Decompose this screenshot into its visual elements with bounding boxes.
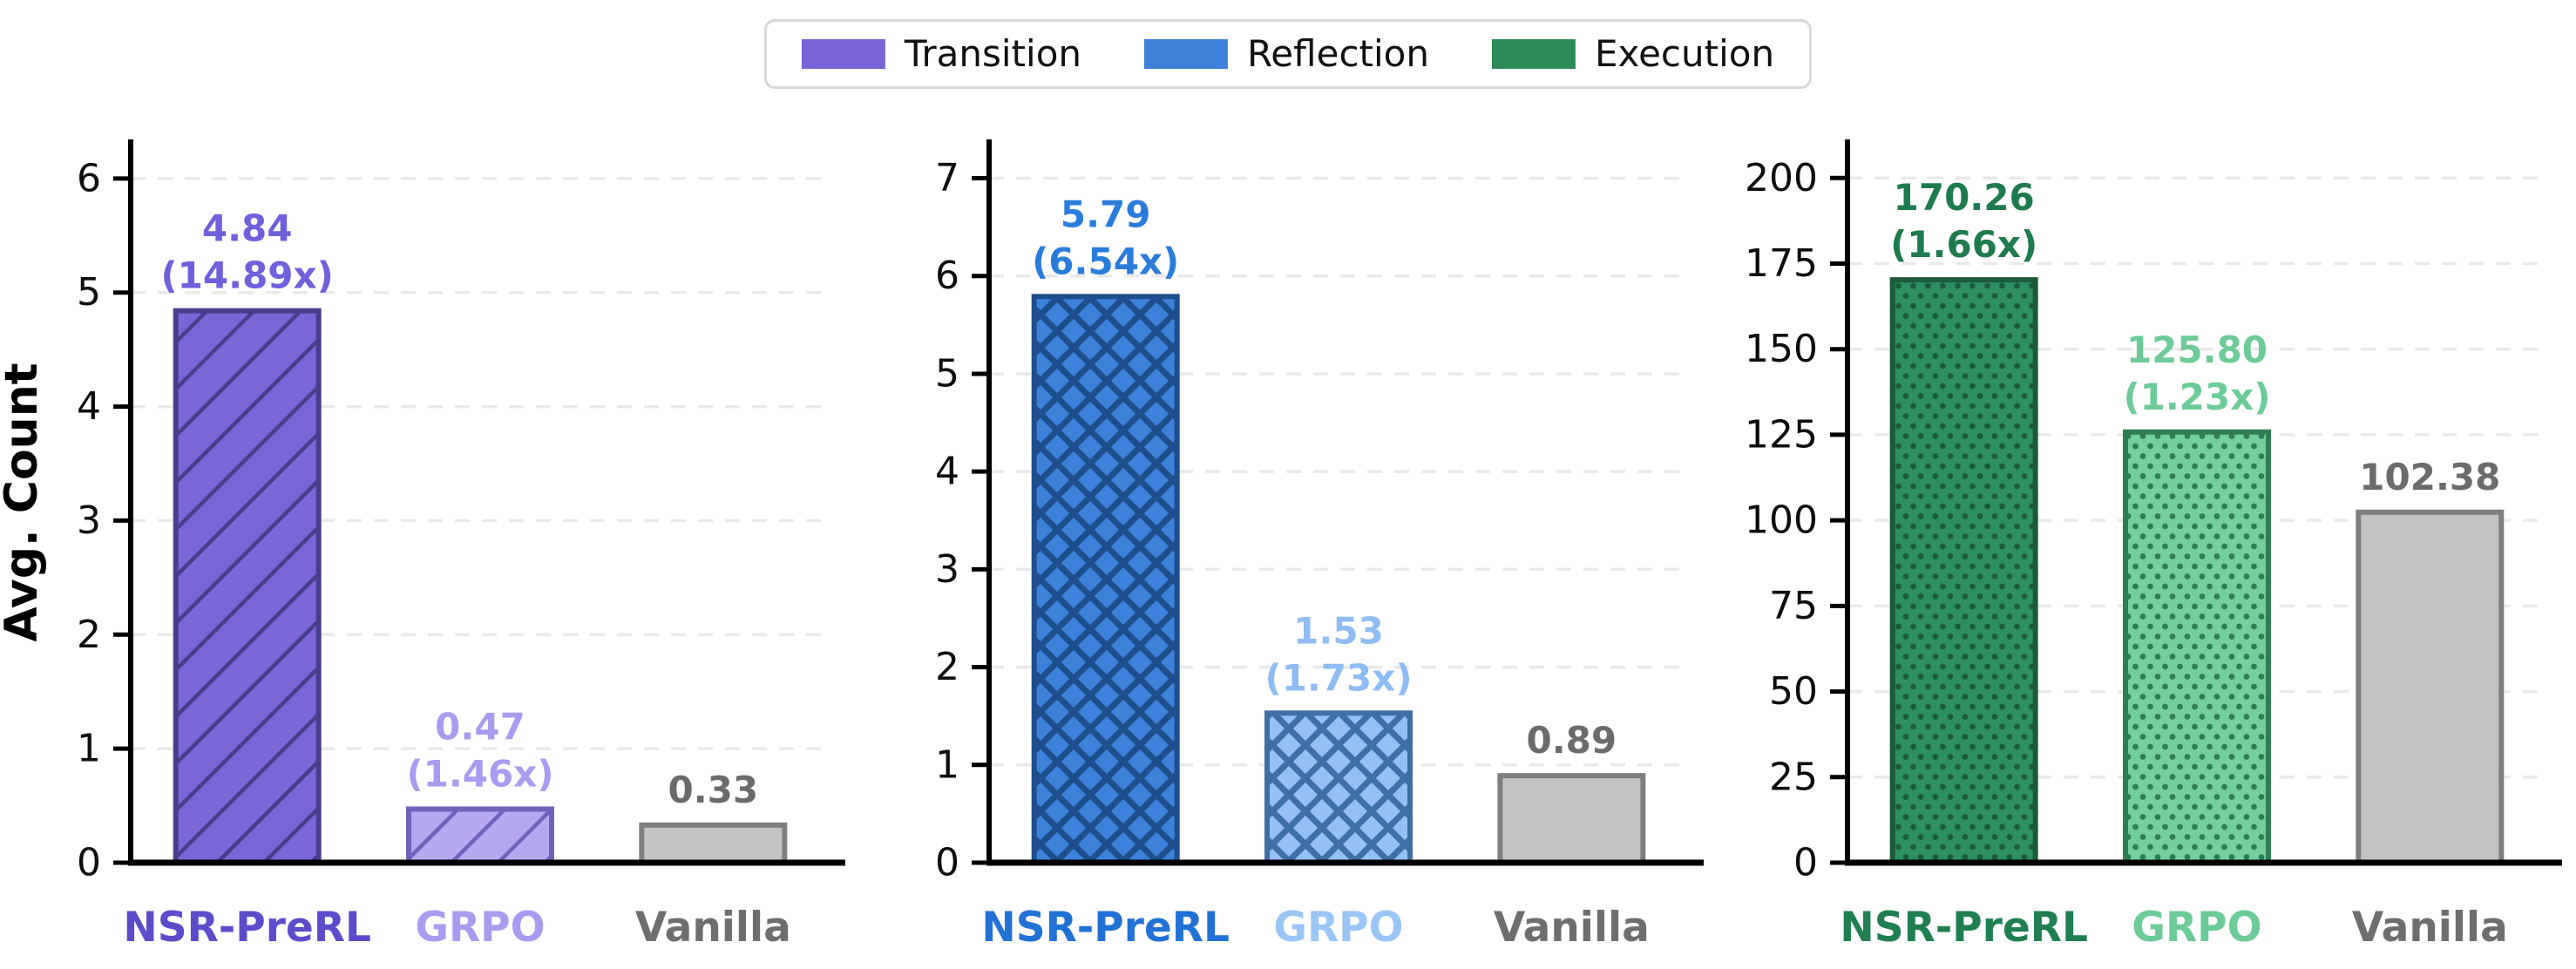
legend-label-transition: Transition [904,32,1082,75]
x-category-label: GRPO [1273,904,1403,952]
bar [1267,713,1410,863]
y-tick-label: 0 [77,841,101,885]
bar-group-nsr-prerl: 4.84(14.89x) NSR-PreRL [123,207,371,952]
bar-group-vanilla: 0.89 Vanilla [1494,719,1650,952]
y-axis: 0 25 50 75 100 125 150 175 200 [1745,156,1847,885]
y-tick-label: 7 [935,156,959,200]
execution-swatch-icon [1491,39,1576,69]
y-tick-label: 5 [77,270,101,315]
value-label: 102.38 [2359,456,2500,498]
y-tick-label: 6 [935,254,959,298]
multiplier-label: (1.73x) [1264,656,1412,699]
legend-item-execution: Execution [1491,32,1775,75]
bar [1500,776,1644,863]
x-category-label: Vanilla [1494,904,1650,952]
x-category-label: Vanilla [635,904,791,952]
multiplier-label: (1.66x) [1890,223,2037,266]
legend-item-transition: Transition [801,32,1082,75]
x-category-label: NSR-PreRL [1840,904,2088,952]
transition-swatch-icon [801,39,885,69]
bar [409,809,552,863]
bar-group-grpo: 1.53(1.73x) GRPO [1264,609,1413,952]
y-tick-label: 150 [1745,327,1818,371]
y-axis: 0 1 2 3 4 5 6 [77,156,131,885]
y-tick-label: 0 [1793,841,1818,885]
x-category-label: NSR-PreRL [981,904,1230,952]
multiplier-label: (1.23x) [2123,376,2270,418]
legend: Transition Reflection Execution [763,19,1813,89]
y-tick-label: 1 [77,727,101,771]
bar-group-nsr-prerl: 170.26(1.66x) NSR-PreRL [1840,176,2088,952]
multiplier-label: (14.89x) [160,254,333,297]
value-label: 5.79 [1061,193,1151,235]
bar [1034,296,1177,863]
y-tick-label: 100 [1745,498,1818,543]
value-label: 4.84 [202,207,293,250]
value-label: 0.89 [1527,719,1617,762]
y-tick-label: 6 [77,156,101,200]
panel-reflection: 0 1 2 3 4 5 6 7 5.79 (6.54x) NSR-PreRL 1.53(1.73x) G… [935,139,1704,952]
bar-group-vanilla: 102.38 Vanilla [2352,456,2508,952]
value-label: 125.80 [2126,329,2268,371]
y-tick-label: 1 [935,742,959,787]
bar-group-vanilla: 0.33 Vanilla [635,769,791,952]
y-tick-label: 0 [935,841,959,885]
legend-label-execution: Execution [1594,32,1775,75]
panel-execution: 0 25 50 75 100 125 150 175 200 170.26(1.66x) NSR-P… [1745,139,2562,952]
bar-group-grpo: 125.80 (1.23x) GRPO [2123,329,2271,952]
y-tick-label: 200 [1745,156,1818,200]
y-tick-label: 4 [77,384,101,429]
y-axis: 0 1 2 3 4 5 6 7 [935,156,989,885]
y-tick-label: 75 [1769,584,1818,628]
y-tick-label: 50 [1769,669,1818,714]
y-tick-label: 2 [77,613,101,657]
y-tick-label: 3 [77,498,101,543]
x-category-label: GRPO [2132,904,2261,952]
panel-transition: 0 1 2 3 4 5 6 Avg. Count 4.84(14.89x) NSR-PreRL 0.… [0,139,845,952]
bar [641,824,785,863]
y-tick-label: 4 [935,450,959,494]
y-axis-title: Avg. Count [0,363,48,641]
bar [175,310,319,863]
y-tick-label: 125 [1745,412,1818,457]
bar-group-nsr-prerl: 5.79 (6.54x) NSR-PreRL [981,193,1230,952]
y-tick-label: 2 [935,645,959,689]
x-category-label: Vanilla [2352,904,2508,952]
bar-group-grpo: 0.47(1.46x) GRPO [406,705,554,952]
y-tick-label: 25 [1769,755,1818,799]
multiplier-label: (6.54x) [1032,240,1179,282]
y-tick-label: 175 [1745,241,1818,286]
x-category-label: GRPO [415,904,545,952]
value-label: 1.53 [1293,609,1384,652]
reflection-swatch-icon [1144,39,1229,69]
value-label: 0.33 [668,769,759,811]
legend-label-reflection: Reflection [1247,32,1429,75]
y-tick-label: 3 [935,547,959,592]
bar [2125,431,2268,863]
y-tick-label: 5 [935,351,959,396]
x-category-label: NSR-PreRL [123,904,371,952]
value-label: 0.47 [435,705,525,748]
multiplier-label: (1.46x) [406,752,553,795]
legend-item-reflection: Reflection [1144,36,1429,72]
value-label: 170.26 [1894,176,2035,219]
bar [2358,512,2502,863]
bar [1892,280,2036,863]
